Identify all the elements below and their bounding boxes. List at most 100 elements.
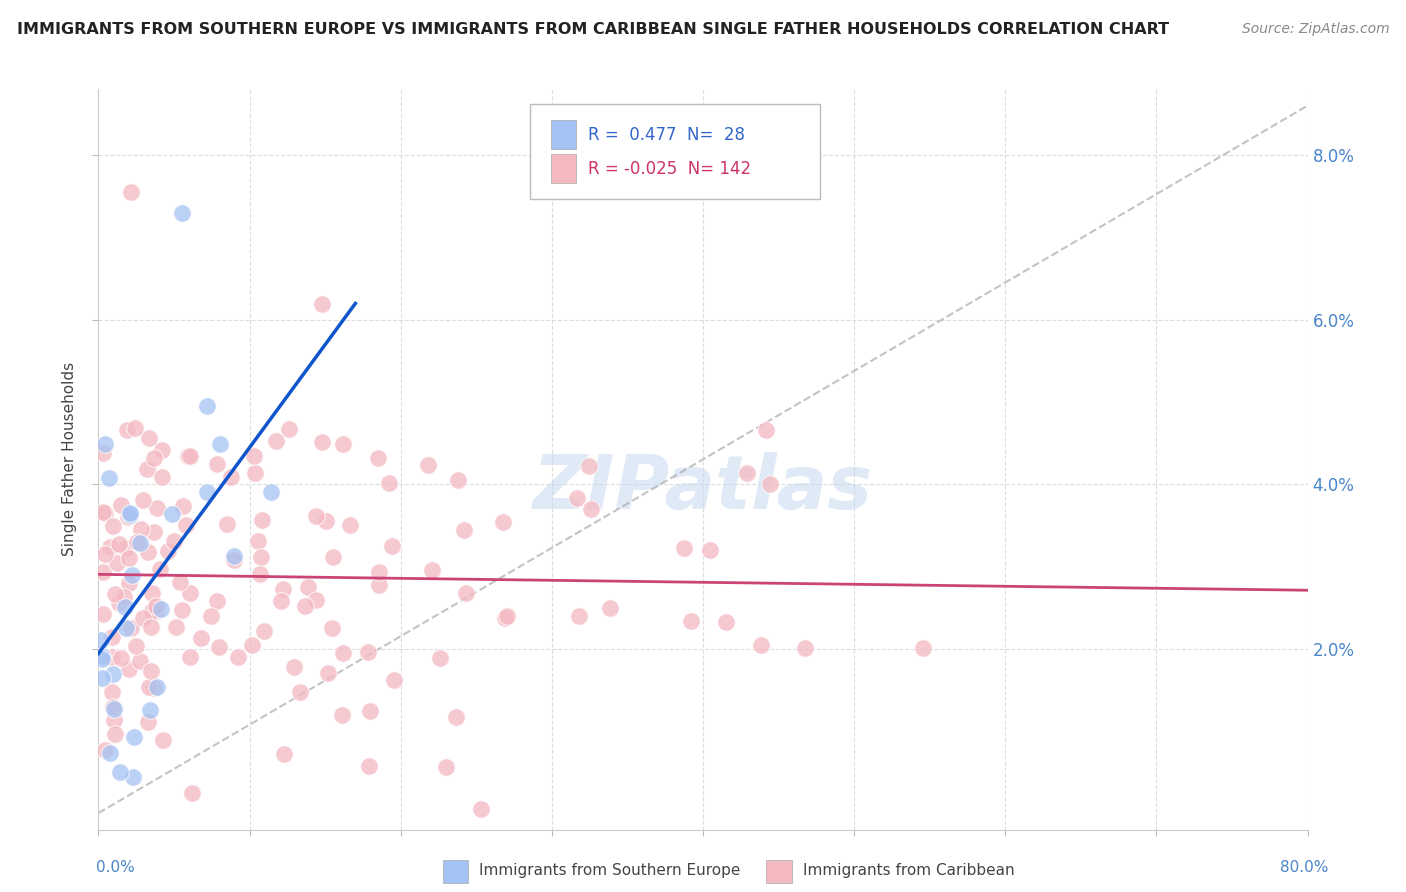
Text: Immigrants from Southern Europe: Immigrants from Southern Europe (479, 863, 741, 878)
Point (215, 516, 238, 531)
Point (273, 747, 295, 761)
Point (565, 491, 588, 505)
Point (195, 485, 218, 500)
Point (90, 651, 112, 665)
Point (315, 514, 337, 528)
Point (118, 508, 141, 522)
Point (367, 450, 389, 465)
Point (136, 545, 159, 559)
Point (332, 437, 354, 451)
Point (142, 450, 165, 465)
Point (271, 582, 294, 597)
Point (368, 578, 391, 592)
Point (90, 633, 112, 648)
Point (145, 605, 167, 619)
Point (139, 620, 162, 634)
Point (205, 594, 228, 608)
Point (98, 470, 121, 484)
Point (270, 594, 292, 608)
Point (172, 602, 194, 616)
Point (304, 508, 326, 523)
Point (260, 485, 283, 500)
Point (115, 423, 138, 437)
Point (91, 607, 114, 621)
Point (118, 662, 141, 676)
Point (138, 714, 160, 729)
Point (794, 641, 817, 656)
Point (125, 639, 148, 653)
Point (138, 680, 160, 694)
Point (108, 596, 131, 610)
Point (444, 710, 467, 724)
Point (114, 541, 136, 555)
Point (94, 547, 117, 561)
Point (699, 542, 721, 557)
Point (120, 621, 142, 635)
Point (91, 648, 114, 663)
Point (311, 435, 333, 450)
Point (141, 586, 163, 600)
Point (101, 649, 124, 664)
Point (494, 611, 516, 625)
Text: ZIPatlas: ZIPatlas (533, 452, 873, 525)
Point (142, 524, 165, 539)
Point (200, 609, 222, 624)
Point (492, 515, 515, 529)
Point (416, 458, 439, 472)
Point (359, 759, 381, 773)
Point (250, 550, 273, 565)
Point (367, 565, 389, 579)
Point (316, 665, 339, 680)
Point (138, 432, 160, 446)
Point (754, 423, 776, 437)
Point (179, 586, 201, 600)
Point (579, 502, 602, 516)
Point (139, 703, 162, 717)
Point (568, 608, 591, 623)
Point (127, 535, 149, 549)
Point (179, 450, 201, 464)
Point (110, 651, 132, 665)
Point (253, 624, 276, 639)
Point (101, 667, 124, 681)
Point (132, 492, 155, 507)
Point (759, 476, 782, 491)
Point (100, 631, 122, 645)
Point (679, 614, 702, 628)
Point (152, 733, 174, 747)
Point (135, 462, 157, 476)
Point (108, 764, 131, 779)
Point (911, 641, 934, 656)
Point (165, 620, 187, 634)
Point (181, 786, 204, 800)
Point (243, 449, 266, 463)
Point (249, 567, 271, 582)
Point (208, 436, 231, 450)
Point (294, 599, 316, 613)
Point (103, 702, 125, 716)
Point (98, 540, 121, 554)
Point (150, 602, 173, 616)
Point (429, 651, 451, 665)
Point (105, 557, 128, 571)
Point (714, 615, 737, 629)
Point (145, 680, 167, 694)
Text: R = -0.025  N= 142: R = -0.025 N= 142 (588, 160, 751, 178)
Point (98, 746, 121, 760)
Point (381, 539, 404, 553)
Point (145, 599, 167, 613)
Point (179, 649, 201, 664)
Point (278, 422, 301, 436)
Point (359, 704, 381, 718)
Point (288, 684, 311, 698)
Point (94, 743, 117, 757)
Point (470, 802, 492, 816)
Point (311, 296, 333, 310)
Point (190, 631, 212, 645)
Point (122, 770, 145, 784)
Point (114, 621, 136, 635)
Point (339, 518, 361, 533)
Point (94, 436, 117, 450)
Point (357, 645, 380, 659)
Point (735, 466, 758, 480)
